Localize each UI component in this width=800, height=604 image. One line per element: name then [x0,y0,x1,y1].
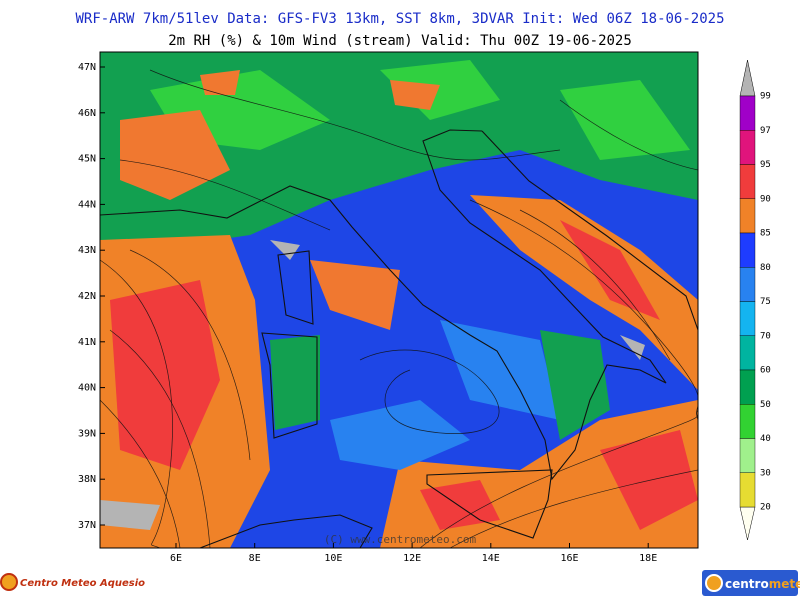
title: WRF-ARW 7km/51lev Data: GFS-FV3 13km, SS… [75,11,724,27]
lat-label: 47N [78,62,96,73]
lon-label: 14E [482,553,500,564]
colorbar-bottom [739,506,756,541]
logo-right-icon [705,574,723,592]
colorbar-label: 40 [760,434,771,444]
lon-axis: 6E 8E 10E 12E 14E 16E 18E [170,543,657,564]
colorbar-label: 20 [760,503,771,513]
lat-label: 46N [78,108,96,119]
logo-right-bg [702,570,798,596]
logo-right: centrometeo [702,570,800,596]
colorbar-label: 95 [760,160,771,170]
watermark: (C) www.centrometeo.com [324,533,477,546]
lon-label: 8E [249,553,261,564]
subtitle: 2m RH (%) & 10m Wind (stream) Valid: Thu… [168,33,632,49]
streamlines [100,69,698,548]
colorbar-label: 97 [760,126,771,136]
colorbar-label: 80 [760,263,771,273]
colorbar-label: 75 [760,297,771,307]
colorbar-band [739,267,756,302]
colorbar-label: 99 [760,92,771,102]
logo-left: Centro Meteo Aquesio [0,573,145,591]
colorbar-band [739,438,756,473]
lat-label: 37N [78,520,96,531]
field-tyrrh [310,260,400,330]
lat-label: 43N [78,245,96,256]
field-adriatic-red [560,220,660,320]
colorbar-band [739,164,756,199]
colorbar-band [739,95,756,131]
logo-icon [0,573,18,591]
coastlines [100,129,698,548]
lat-axis: 47N 46N 45N 44N 43N 42N 41N 40N 39N 38N 37N [78,62,105,531]
field-green [150,60,690,160]
colorbar-band [739,335,756,371]
logo-part: centro [725,577,769,591]
field-ionian-red [420,430,698,530]
field-mid-blue [330,320,560,470]
lat-label: 44N [78,199,96,210]
field-land-green [270,330,610,440]
lon-label: 12E [403,553,421,564]
lat-label: 41N [78,337,96,348]
colorbar-label: 70 [760,331,771,341]
lon-label: 10E [324,553,342,564]
colorbar-band [739,130,756,165]
colorbar-label: 30 [760,468,771,478]
colorbar-band [739,369,756,405]
map: (C) www.centrometeo.com 47N46N45N44N43N4… [78,51,699,564]
colorbar: 99 97 95 90 85 80 75 70 60 50 40 30 20 [739,59,771,541]
colorbar-band [739,404,756,439]
colorbar-label: 90 [760,194,771,204]
lat-label: 42N [78,291,96,302]
map-frame [99,51,699,549]
colorbar-label: 85 [760,229,771,239]
lat-label: 45N [78,154,96,165]
lat-label: 39N [78,428,96,439]
lon-label: 16E [560,553,578,564]
colorbar-band [739,198,756,234]
lon-label: 6E [170,553,182,564]
lat-label: 38N [78,474,96,485]
logo-right-text: centrometeo [725,577,800,591]
colorbar-label: 50 [760,400,771,410]
colorbar-band [739,472,756,508]
colorbar-band [739,301,756,336]
colorbar-band [739,232,756,268]
logo-part: meteo [769,577,800,591]
colorbar-top [739,59,756,97]
colorbar-label: 60 [760,366,771,376]
lat-label: 40N [78,383,96,394]
field-west-red [110,280,220,470]
logo-left-text: Centro Meteo Aquesio [20,578,145,589]
field-adriatic [470,195,698,390]
field-orange-n [120,70,440,200]
lon-label: 18E [639,553,657,564]
